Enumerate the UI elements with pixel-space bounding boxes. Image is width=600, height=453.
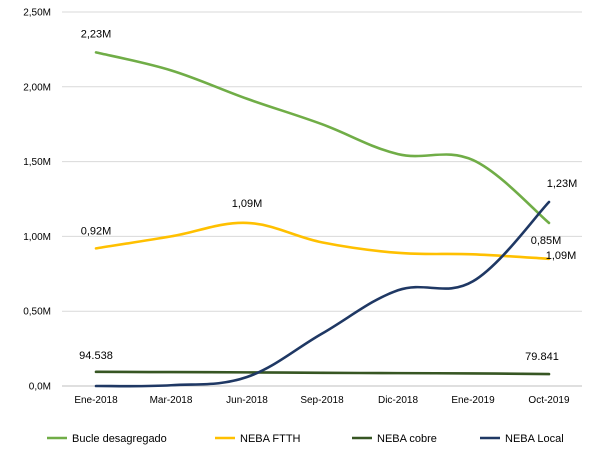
y-tick-label: 1,50M xyxy=(23,157,51,168)
y-tick-label: 2,00M xyxy=(23,82,51,93)
x-tick-label: Dic-2018 xyxy=(378,395,418,406)
legend-label: Bucle desagregado xyxy=(72,433,167,445)
data-label: 94.538 xyxy=(79,350,113,362)
series-line-neba-ftth xyxy=(94,221,551,261)
y-tick-label: 0,50M xyxy=(23,307,51,318)
x-tick-label: Mar-2018 xyxy=(150,395,193,406)
data-label: 2,23M xyxy=(81,28,112,40)
data-label: 0,85M xyxy=(531,235,562,247)
x-tick-label: Oct-2019 xyxy=(528,395,570,406)
x-tick-label: Ene-2019 xyxy=(451,395,495,406)
series-line-neba-local xyxy=(94,200,551,388)
series-line-neba-cobre xyxy=(94,370,551,376)
x-tick-label: Sep-2018 xyxy=(300,395,344,406)
x-tick-label: Jun-2018 xyxy=(226,395,268,406)
legend-label: NEBA cobre xyxy=(377,433,437,445)
data-label: 1,09M xyxy=(546,250,577,262)
data-label: 0,92M xyxy=(81,225,112,237)
y-tick-label: 2,50M xyxy=(23,8,51,19)
legend-label: NEBA FTTH xyxy=(240,433,301,445)
series-line-bucle-desagregado xyxy=(94,51,551,225)
y-tick-label: 0,0M xyxy=(29,382,51,393)
data-label: 79.841 xyxy=(525,351,559,363)
x-tick-label: Ene-2018 xyxy=(74,395,118,406)
legend-label: NEBA Local xyxy=(505,433,564,445)
y-tick-label: 1,00M xyxy=(23,232,51,243)
data-label: 1,09M xyxy=(232,198,263,210)
data-label: 1,23M xyxy=(547,178,578,190)
